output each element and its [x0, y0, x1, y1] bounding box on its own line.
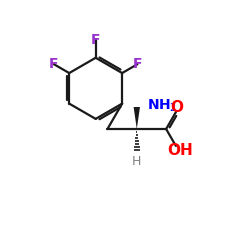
Text: O: O	[171, 100, 184, 115]
Text: F: F	[49, 57, 59, 71]
Text: F: F	[91, 33, 101, 47]
Text: NH$_2$: NH$_2$	[147, 98, 177, 114]
Text: OH: OH	[168, 143, 193, 158]
Polygon shape	[134, 107, 140, 129]
Text: H: H	[132, 155, 141, 168]
Text: F: F	[132, 57, 142, 71]
